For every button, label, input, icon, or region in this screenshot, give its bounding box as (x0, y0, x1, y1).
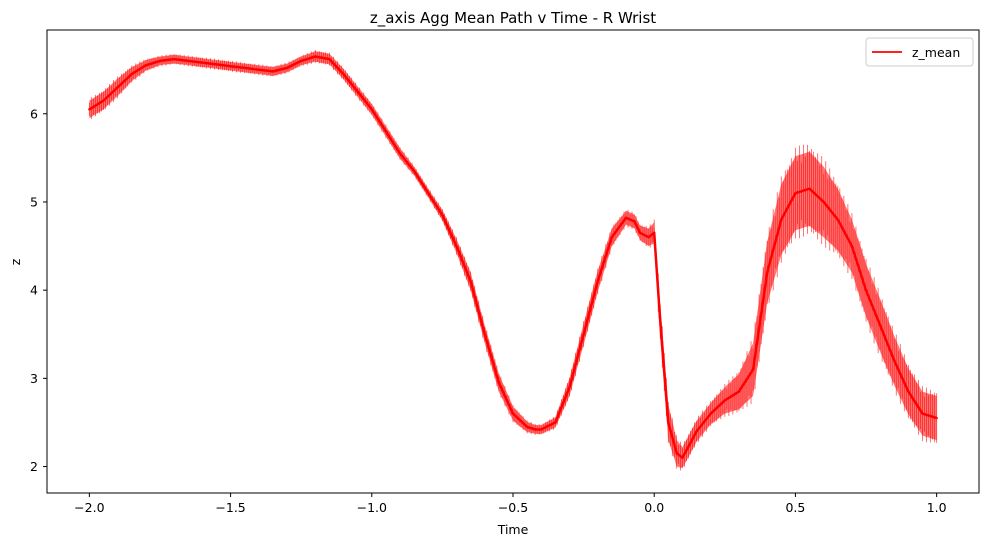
y-axis-label: z (8, 258, 23, 265)
data-point (328, 57, 331, 61)
data-point (921, 412, 924, 415)
y-tick-label: 6 (30, 106, 38, 121)
y-tick-label: 5 (30, 194, 38, 209)
data-point (695, 430, 698, 433)
x-tick-label: 1.0 (927, 500, 947, 515)
x-tick-label: 0.0 (644, 500, 664, 515)
y-axis: 2 3 4 5 6 (30, 106, 47, 474)
x-tick-label: −1.0 (357, 500, 387, 515)
x-tick-label: −2.0 (74, 500, 104, 515)
data-point (647, 236, 650, 239)
data-point (483, 333, 486, 336)
data-point (681, 456, 684, 459)
data-point (765, 271, 769, 274)
data-point (398, 152, 402, 155)
data-point (935, 416, 938, 420)
data-point (88, 108, 91, 111)
data-point (243, 66, 246, 70)
data-point (723, 399, 727, 402)
data-point (314, 55, 317, 58)
data-point (370, 108, 373, 111)
data-point (624, 216, 628, 220)
data-point (808, 187, 811, 190)
data-point (653, 231, 656, 235)
data-point (633, 220, 636, 223)
data-point (356, 90, 359, 93)
data-point (511, 412, 515, 415)
x-tick-label: 0.5 (785, 500, 805, 515)
data-point (441, 214, 444, 217)
plot-frame (46, 29, 980, 494)
data-point (144, 64, 148, 67)
data-point (568, 385, 571, 389)
data-point (158, 59, 162, 63)
data-point (540, 428, 543, 431)
series-line-z_mean (88, 55, 937, 459)
data-point (201, 61, 204, 64)
data-point (130, 72, 133, 76)
data-point (554, 421, 557, 424)
data-point (638, 231, 642, 235)
x-tick-label: −0.5 (498, 500, 528, 515)
data-point (534, 428, 537, 431)
x-axis: −2.0 −1.5 −1.0 −0.5 0.0 0.5 1.0 (74, 493, 947, 515)
data-point (596, 280, 599, 283)
data-point (780, 218, 783, 221)
x-axis-label: Time (497, 522, 529, 537)
data-point (172, 57, 176, 61)
data-point (469, 280, 472, 283)
data-point (878, 324, 882, 327)
data-point (342, 72, 345, 76)
data-point (667, 421, 670, 424)
data-point (116, 86, 119, 89)
data-point (427, 191, 430, 195)
data-point (102, 99, 105, 102)
y-tick-label: 2 (30, 459, 38, 474)
legend-box (865, 37, 974, 67)
legend-label-z-mean: z_mean (912, 45, 960, 60)
data-point (257, 68, 261, 71)
chart-title: z_axis Agg Mean Path v Time - R Wrist (370, 9, 656, 28)
data-point (658, 315, 662, 318)
data-point (794, 191, 797, 195)
data-point (215, 63, 218, 66)
data-point (751, 368, 755, 371)
series-whiskers-z_mean (88, 49, 938, 471)
y-tick-label: 3 (30, 371, 38, 386)
data-point (907, 390, 910, 393)
data-point (737, 390, 741, 393)
data-point (850, 244, 854, 248)
data-point (299, 59, 303, 63)
data-point (497, 381, 501, 384)
data-point (893, 359, 896, 362)
data-point (709, 412, 712, 415)
data-point (187, 59, 190, 63)
plot-area (88, 49, 938, 471)
y-tick-label: 4 (30, 283, 38, 298)
data-point (822, 200, 825, 204)
data-point (412, 169, 416, 173)
data-point (582, 333, 585, 336)
data-point (610, 236, 614, 239)
x-tick-label: −1.5 (215, 500, 245, 515)
data-point (285, 66, 289, 70)
data-point (864, 288, 868, 292)
data-point (229, 64, 232, 68)
data-point (271, 70, 275, 73)
data-point (455, 244, 458, 248)
data-point (525, 425, 529, 429)
legend: z_mean (865, 37, 974, 67)
data-point (836, 218, 839, 221)
data-point (384, 130, 388, 133)
data-point (675, 452, 679, 455)
